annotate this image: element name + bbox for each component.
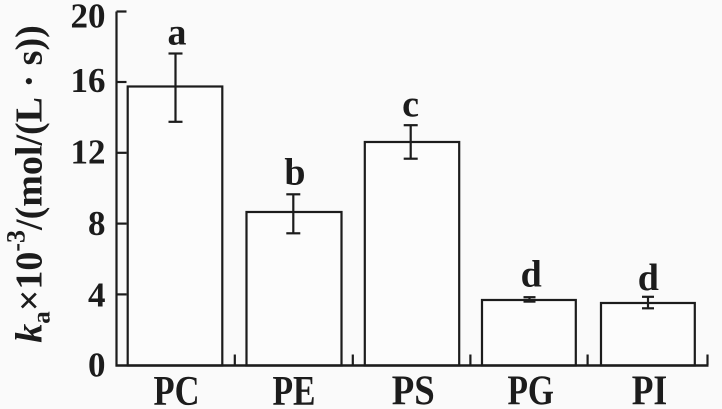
- svg-text:16: 16: [71, 61, 106, 100]
- svg-text:a: a: [168, 12, 187, 54]
- svg-text:20: 20: [71, 0, 106, 36]
- svg-text:4: 4: [88, 275, 106, 314]
- svg-text:PE: PE: [273, 368, 316, 409]
- svg-text:c: c: [402, 84, 419, 126]
- svg-text:PC: PC: [154, 368, 200, 409]
- svg-text:PS: PS: [392, 368, 435, 409]
- svg-text:b: b: [284, 152, 305, 194]
- svg-text:0: 0: [88, 345, 106, 384]
- svg-text:12: 12: [71, 133, 106, 172]
- svg-text:d: d: [521, 254, 542, 296]
- svg-text:PI: PI: [632, 368, 668, 409]
- svg-text:d: d: [638, 257, 659, 299]
- svg-text:8: 8: [88, 204, 106, 243]
- svg-text:ka×10-3/(mol/(L · s)): ka×10-3/(mol/(L · s)): [2, 25, 56, 343]
- svg-text:PG: PG: [507, 368, 554, 409]
